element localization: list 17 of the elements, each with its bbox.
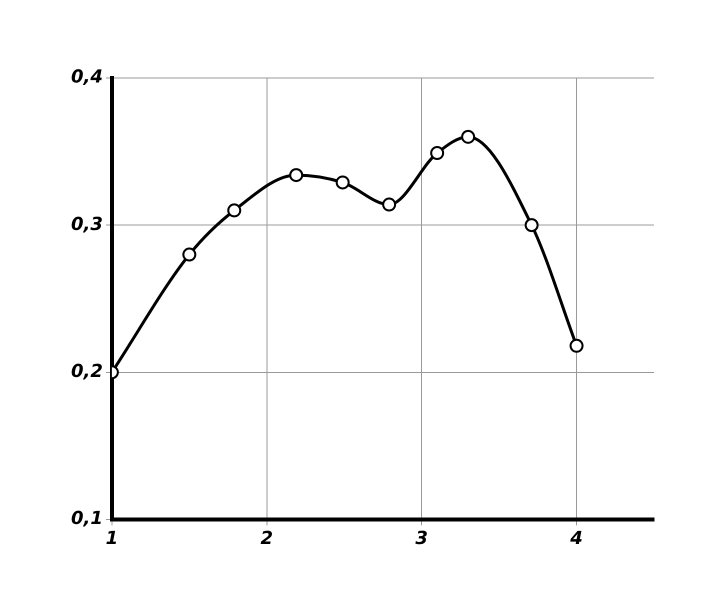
point [524,218,539,232]
x-tick-label: 1 [106,528,118,549]
point [289,168,304,182]
point [182,248,196,262]
point [570,338,584,353]
y-tick-label: 0,2 [70,360,103,382]
y-tick-label: 0,1 [70,508,103,530]
point [430,146,444,160]
point [461,130,476,144]
x-tick-label: 3 [415,528,428,549]
y-tick-label: 0,3 [70,214,103,235]
point [227,203,242,218]
x-tick-label: 2 [260,528,274,549]
y-tick-label: 0,4 [70,66,103,88]
x-tick-label: 4 [569,528,583,549]
point [382,198,396,212]
point [336,175,350,190]
